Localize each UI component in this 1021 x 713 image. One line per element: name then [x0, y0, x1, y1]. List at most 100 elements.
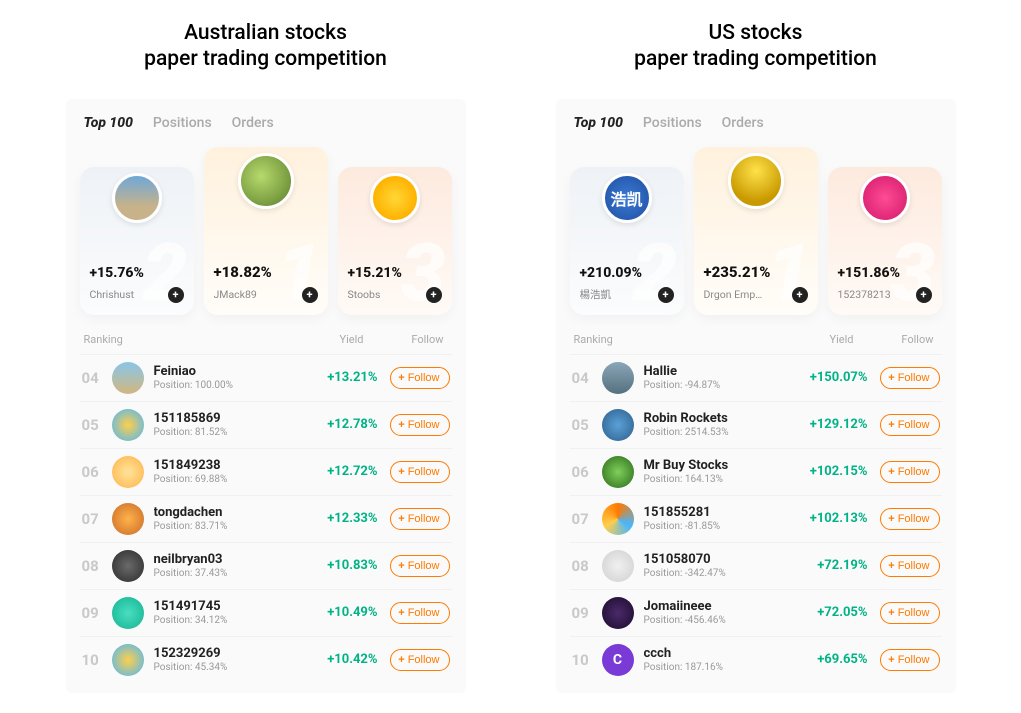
follow-button[interactable]: Follow [390, 461, 449, 483]
avatar [602, 456, 634, 488]
table-row[interactable]: 05151185869Position: 81.52%+12.78%Follow [80, 401, 452, 448]
follow-button[interactable]: Follow [390, 414, 449, 436]
table-row[interactable]: 07151855281Position: -81.85%+102.13%Foll… [570, 495, 942, 542]
follow-button[interactable]: Follow [390, 367, 449, 389]
avatar [728, 153, 784, 209]
tab-positions[interactable]: Positions [643, 115, 702, 131]
row-yield: +10.83% [304, 558, 378, 573]
avatar: 浩凯 [602, 173, 652, 223]
row-yield: +10.42% [304, 652, 378, 667]
tabs: Top 100 Positions Orders [570, 115, 942, 131]
tab-orders[interactable]: Orders [722, 115, 764, 131]
table-row[interactable]: 08 151058070Position: -342.47%+72.19% Foll… [570, 542, 942, 589]
podium-3[interactable]: 3 +15.21% Stoobs + [338, 167, 452, 315]
list-header: Ranking Yield Follow [570, 333, 942, 354]
row-position: Position: 69.88% [154, 474, 304, 485]
row-position: Position: 187.16% [644, 662, 794, 673]
table-row[interactable]: 10152329269Position: 45.34%+10.42%Follow [80, 636, 452, 683]
podium-3[interactable]: 3 +151.86% 152378213 + [828, 167, 942, 315]
avatar [112, 597, 144, 629]
add-icon[interactable]: + [168, 287, 184, 303]
follow-button[interactable]: Follow [880, 367, 939, 389]
avatar [602, 597, 634, 629]
row-rank: 09 [82, 604, 112, 622]
row-yield: +12.33% [304, 511, 378, 526]
podium-name: Stoobs [348, 288, 381, 301]
row-rank: 10 [572, 651, 602, 669]
row-position: Position: -94.87% [644, 380, 794, 391]
row-yield: +150.07% [794, 370, 868, 385]
podium-2[interactable]: 2 +15.76% Chrishust + [80, 167, 194, 315]
row-position: Position: 164.13% [644, 474, 794, 485]
tab-orders[interactable]: Orders [232, 115, 274, 131]
row-name: Robin Rockets [644, 411, 794, 426]
row-name: ccch [644, 646, 794, 661]
tab-positions[interactable]: Positions [153, 115, 212, 131]
row-yield: +13.21% [304, 370, 378, 385]
podium: 2 +15.76% Chrishust + 1 +18.82% JMack89 … [80, 147, 452, 315]
table-row[interactable]: 09 JomaiineeePosition: -456.46%+72.05% Fol… [570, 589, 942, 636]
leaderboard-card: Top 100 Positions Orders 2 浩凯 +210.09% 楊… [556, 99, 956, 693]
follow-button[interactable]: Follow [880, 555, 939, 577]
podium-gain: +210.09% [580, 265, 674, 281]
avatar [112, 409, 144, 441]
add-icon[interactable]: + [302, 287, 318, 303]
podium: 2 浩凯 +210.09% 楊浩凱 + 1 +235.21% Drgon Emp… [570, 147, 942, 315]
row-name: 151058070 [644, 552, 794, 567]
add-icon[interactable]: + [658, 287, 674, 303]
row-position: Position: -342.47% [644, 568, 794, 579]
podium-name: 152378213 [838, 288, 891, 301]
avatar [602, 362, 634, 394]
table-row[interactable]: 06151849238Position: 69.88%+12.72%Follow [80, 448, 452, 495]
add-icon[interactable]: + [426, 287, 442, 303]
row-position: Position: -456.46% [644, 615, 794, 626]
podium-gain: +235.21% [704, 263, 808, 281]
row-rank: 08 [572, 557, 602, 575]
follow-button[interactable]: Follow [880, 414, 939, 436]
row-rank: 06 [572, 463, 602, 481]
follow-button[interactable]: Follow [880, 649, 939, 671]
add-icon[interactable]: + [916, 287, 932, 303]
add-icon[interactable]: + [792, 287, 808, 303]
table-row[interactable]: 08neilbryan03Position: 37.43%+10.83%Foll… [80, 542, 452, 589]
row-rank: 09 [572, 604, 602, 622]
follow-button[interactable]: Follow [390, 649, 449, 671]
avatar [602, 409, 634, 441]
tab-top100[interactable]: Top 100 [574, 115, 623, 131]
follow-button[interactable]: Follow [390, 602, 449, 624]
podium-gain: +15.21% [348, 265, 442, 281]
podium-1[interactable]: 1 +235.21% Drgon Emp… + [694, 147, 818, 315]
table-row[interactable]: 07tongdachenPosition: 83.71%+12.33%Follo… [80, 495, 452, 542]
table-row[interactable]: 05Robin RocketsPosition: 2514.53%+129.12… [570, 401, 942, 448]
row-rank: 10 [82, 651, 112, 669]
podium-1[interactable]: 1 +18.82% JMack89 + [204, 147, 328, 315]
follow-button[interactable]: Follow [390, 508, 449, 530]
table-row[interactable]: 04HalliePosition: -94.87%+150.07%Follow [570, 354, 942, 401]
tab-top100[interactable]: Top 100 [84, 115, 133, 131]
follow-button[interactable]: Follow [390, 555, 449, 577]
row-rank: 07 [82, 510, 112, 528]
follow-button[interactable]: Follow [880, 602, 939, 624]
row-yield: +102.15% [794, 464, 868, 479]
row-rank: 06 [82, 463, 112, 481]
table-row[interactable]: 06Mr Buy StocksPosition: 164.13%+102.15%… [570, 448, 942, 495]
avatar [112, 550, 144, 582]
row-yield: +102.13% [794, 511, 868, 526]
row-rank: 07 [572, 510, 602, 528]
podium-gain: +151.86% [838, 265, 932, 281]
podium-name: 楊浩凱 [580, 287, 612, 302]
follow-button[interactable]: Follow [880, 508, 939, 530]
row-position: Position: 37.43% [154, 568, 304, 579]
avatar: C [602, 644, 634, 676]
competition-panel-us: US stocks paper trading competition Top … [556, 20, 956, 713]
table-row[interactable]: 04FeiniaoPosition: 100.00%+13.21%Follow [80, 354, 452, 401]
podium-name: Chrishust [90, 288, 135, 301]
row-yield: +72.19% [794, 558, 868, 573]
podium-2[interactable]: 2 浩凯 +210.09% 楊浩凱 + [570, 167, 684, 315]
row-name: 151491745 [154, 599, 304, 614]
row-name: Jomaiineee [644, 599, 794, 614]
row-yield: +72.05% [794, 605, 868, 620]
table-row[interactable]: 10CccchPosition: 187.16%+69.65%Follow [570, 636, 942, 683]
table-row[interactable]: 09151491745Position: 34.12%+10.49%Follow [80, 589, 452, 636]
follow-button[interactable]: Follow [880, 461, 939, 483]
